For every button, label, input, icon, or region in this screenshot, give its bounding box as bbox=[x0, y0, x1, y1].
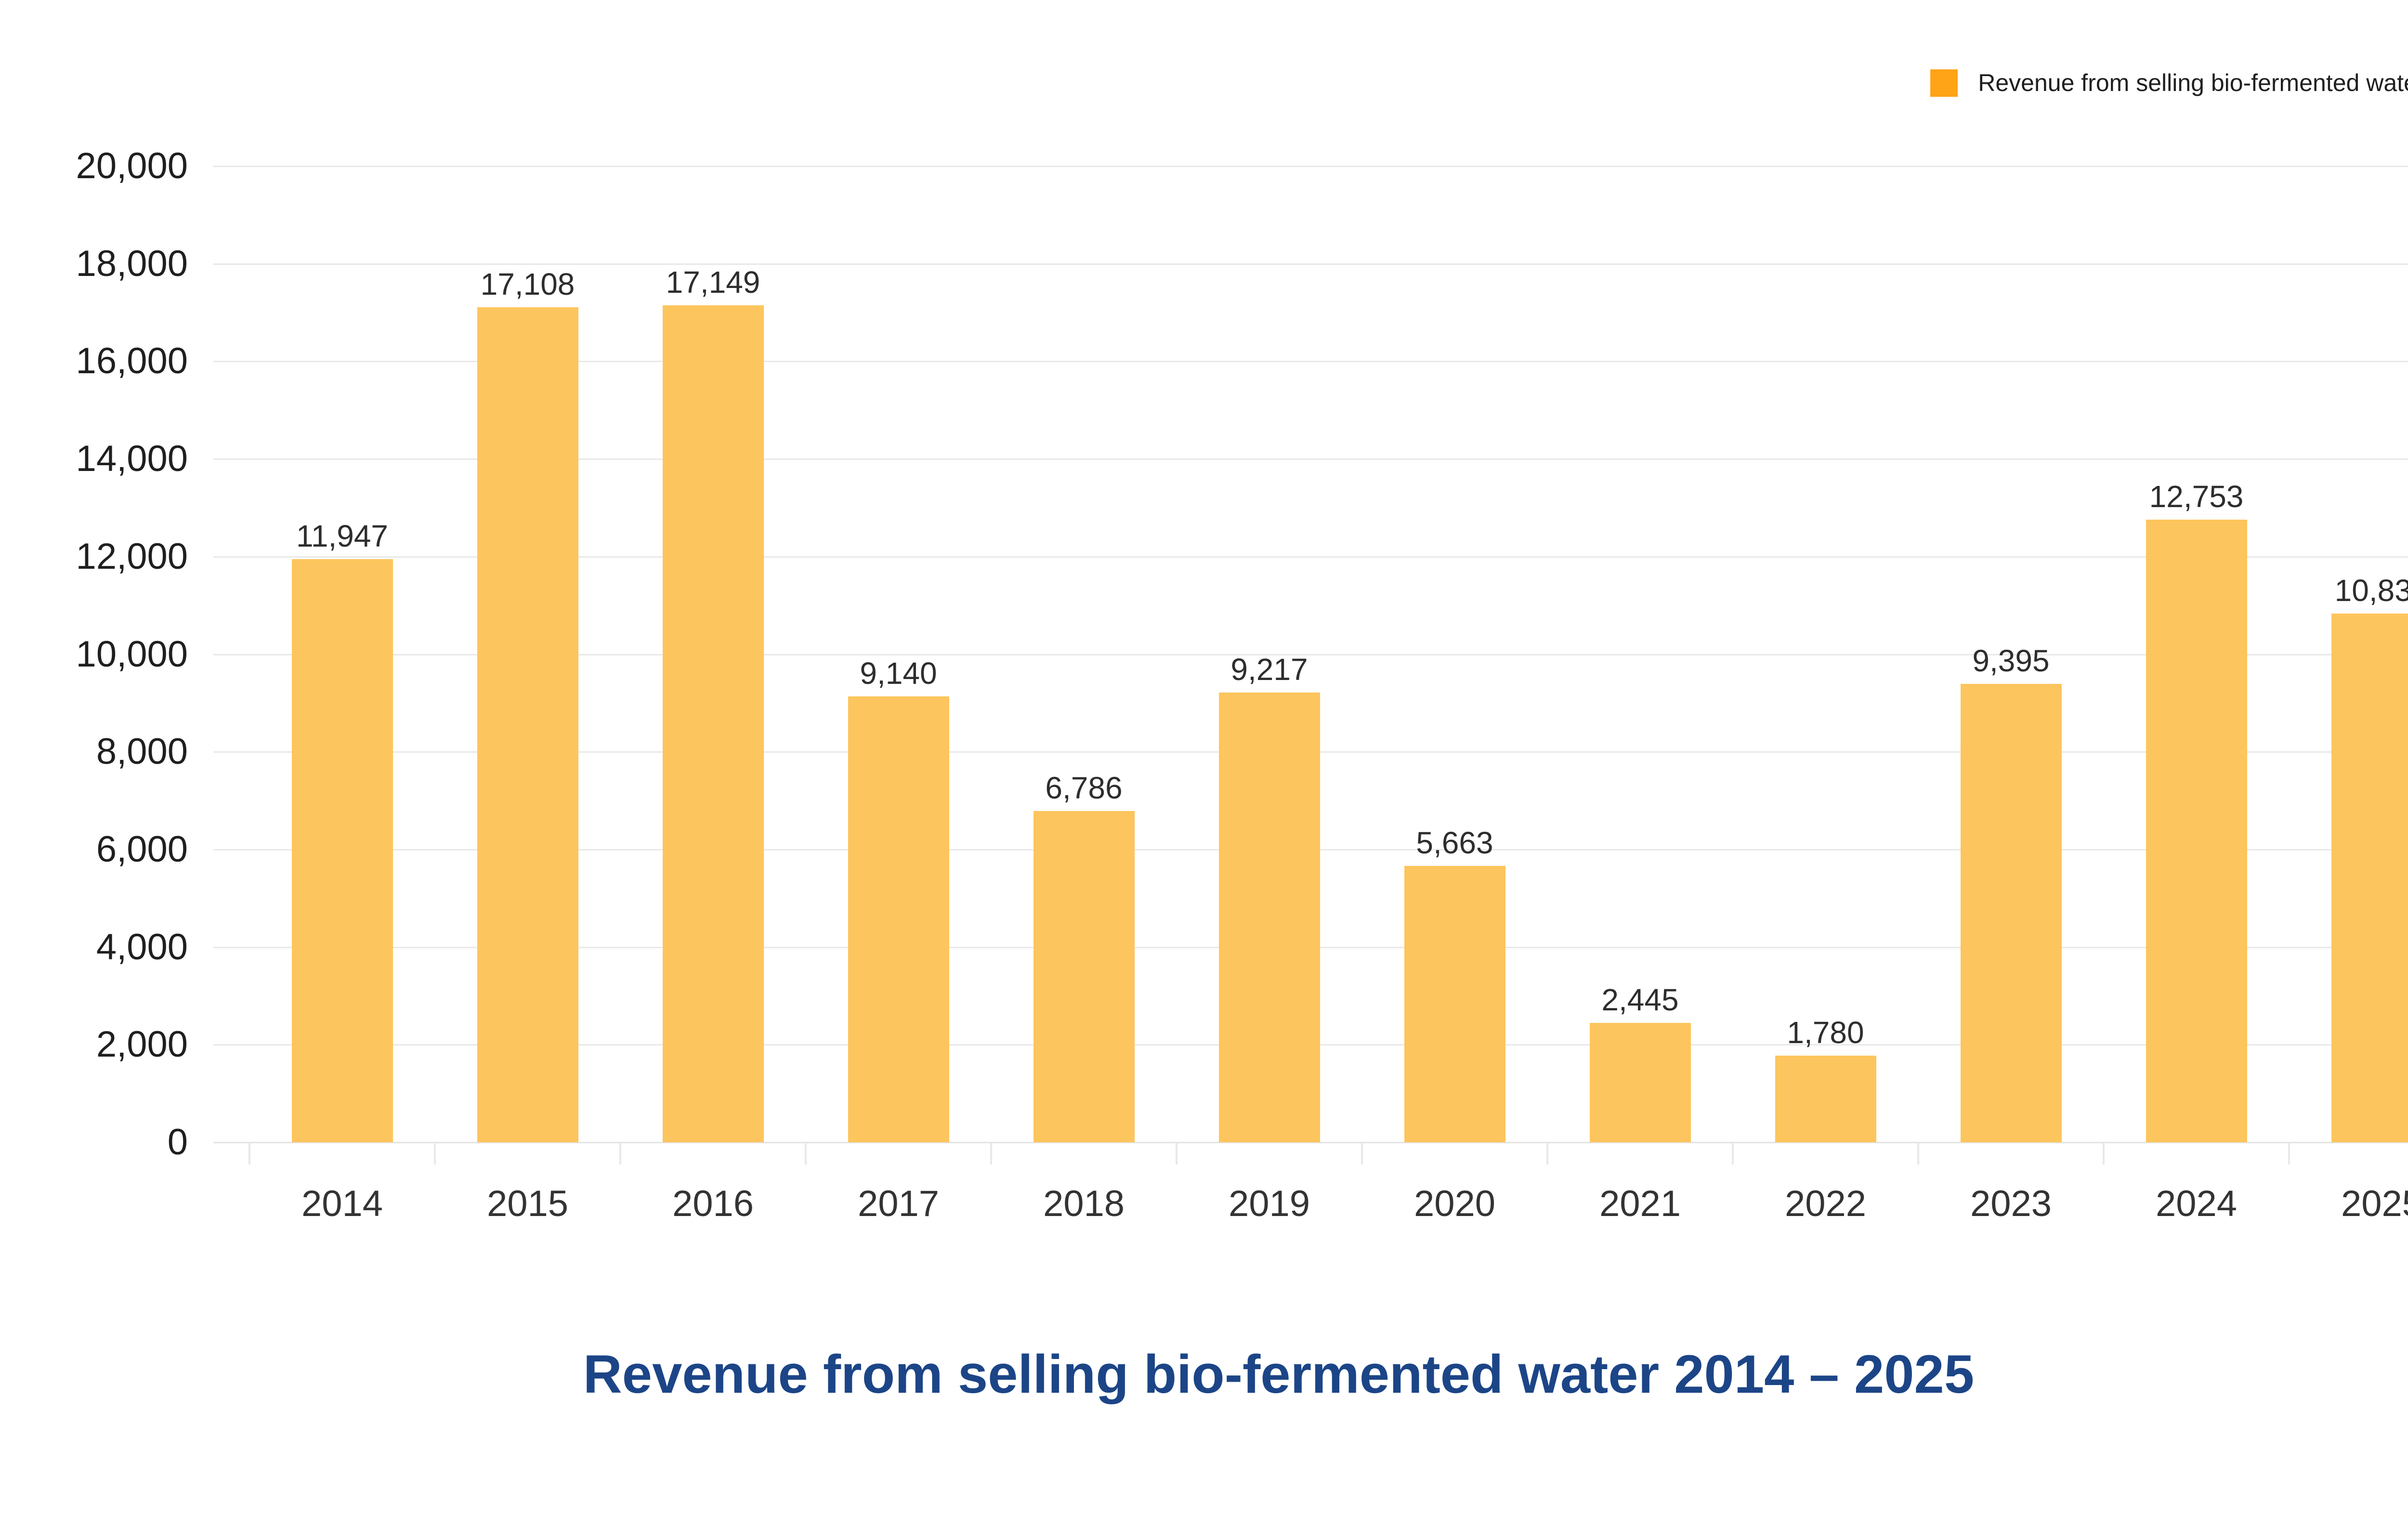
gridline bbox=[213, 361, 2408, 363]
x-axis-label: 2014 bbox=[301, 1183, 383, 1224]
bar-value-label: 9,140 bbox=[860, 656, 937, 691]
tick-mark bbox=[434, 1142, 436, 1164]
bar bbox=[291, 559, 393, 1142]
bar bbox=[848, 696, 949, 1142]
gridline bbox=[213, 458, 2408, 460]
gridline bbox=[213, 556, 2408, 558]
bar bbox=[1218, 693, 1320, 1142]
tick-mark bbox=[805, 1142, 807, 1164]
y-axis-label: 6,000 bbox=[96, 828, 188, 870]
bar-value-label: 17,108 bbox=[480, 267, 575, 301]
chart-legend: Revenue from selling bio-fermented water… bbox=[1930, 68, 2408, 97]
tick-mark bbox=[2288, 1142, 2290, 1164]
y-axis-label: 4,000 bbox=[96, 926, 188, 968]
tick-mark bbox=[1176, 1142, 1178, 1164]
bar bbox=[1404, 866, 1505, 1142]
x-axis-label: 2023 bbox=[1970, 1183, 2052, 1224]
legend-swatch bbox=[1930, 69, 1958, 97]
x-axis-line bbox=[213, 1142, 2408, 1143]
x-axis-label: 2024 bbox=[2155, 1183, 2238, 1224]
bar bbox=[2146, 520, 2247, 1142]
bar bbox=[1775, 1056, 1876, 1142]
y-axis-label: 10,000 bbox=[76, 633, 188, 675]
bar-value-label: 9,395 bbox=[1972, 643, 2050, 678]
bar-value-label: 10,835 bbox=[2334, 573, 2408, 608]
x-axis-label: 2015 bbox=[486, 1183, 569, 1224]
y-axis-label: 16,000 bbox=[76, 340, 188, 382]
tick-mark bbox=[1732, 1142, 1734, 1164]
x-axis-label: 2016 bbox=[672, 1183, 754, 1224]
bar bbox=[1960, 684, 2062, 1142]
bar bbox=[662, 305, 764, 1142]
x-axis-label: 2021 bbox=[1599, 1183, 1681, 1224]
x-axis-label: 2025 bbox=[2341, 1183, 2408, 1224]
y-axis-label: 14,000 bbox=[76, 438, 188, 480]
x-axis-label: 2019 bbox=[1228, 1183, 1310, 1224]
tick-mark bbox=[619, 1142, 621, 1164]
bar-value-label: 1,780 bbox=[1787, 1015, 1864, 1050]
bar bbox=[1033, 811, 1135, 1142]
chart-title: Revenue from selling bio-fermented water… bbox=[583, 1344, 1975, 1404]
tick-mark bbox=[249, 1142, 250, 1164]
x-axis-label: 2017 bbox=[857, 1183, 940, 1224]
bar-value-label: 5,663 bbox=[1416, 825, 1493, 860]
bar-value-label: 11,947 bbox=[296, 519, 388, 553]
y-axis-label: 12,000 bbox=[76, 536, 188, 577]
x-axis-label: 2018 bbox=[1043, 1183, 1125, 1224]
bar-value-label: 6,786 bbox=[1045, 771, 1123, 805]
bar bbox=[477, 307, 578, 1142]
y-axis-label: 20,000 bbox=[76, 145, 188, 186]
y-axis-label: 0 bbox=[167, 1122, 188, 1163]
bar-value-label: 17,149 bbox=[666, 265, 760, 300]
bar-value-label: 9,217 bbox=[1230, 652, 1308, 687]
tick-mark bbox=[1917, 1142, 1919, 1164]
gridline bbox=[213, 263, 2408, 265]
tick-mark bbox=[1546, 1142, 1548, 1164]
x-axis-label: 2020 bbox=[1413, 1183, 1496, 1224]
gridline bbox=[213, 166, 2408, 167]
tick-mark bbox=[990, 1142, 992, 1164]
tick-mark bbox=[1361, 1142, 1363, 1164]
bar bbox=[1589, 1023, 1691, 1142]
bar bbox=[2331, 614, 2408, 1142]
y-axis-label: 18,000 bbox=[76, 243, 188, 284]
x-axis-label: 2022 bbox=[1784, 1183, 1867, 1224]
bar-value-label: 12,753 bbox=[2149, 479, 2244, 514]
y-axis-label: 2,000 bbox=[96, 1024, 188, 1065]
gridline bbox=[213, 654, 2408, 655]
legend-label: Revenue from selling bio-fermented water… bbox=[1978, 69, 2408, 96]
y-axis-label: 8,000 bbox=[96, 731, 188, 772]
tick-mark bbox=[2103, 1142, 2105, 1164]
bar-value-label: 2,445 bbox=[1601, 982, 1679, 1017]
